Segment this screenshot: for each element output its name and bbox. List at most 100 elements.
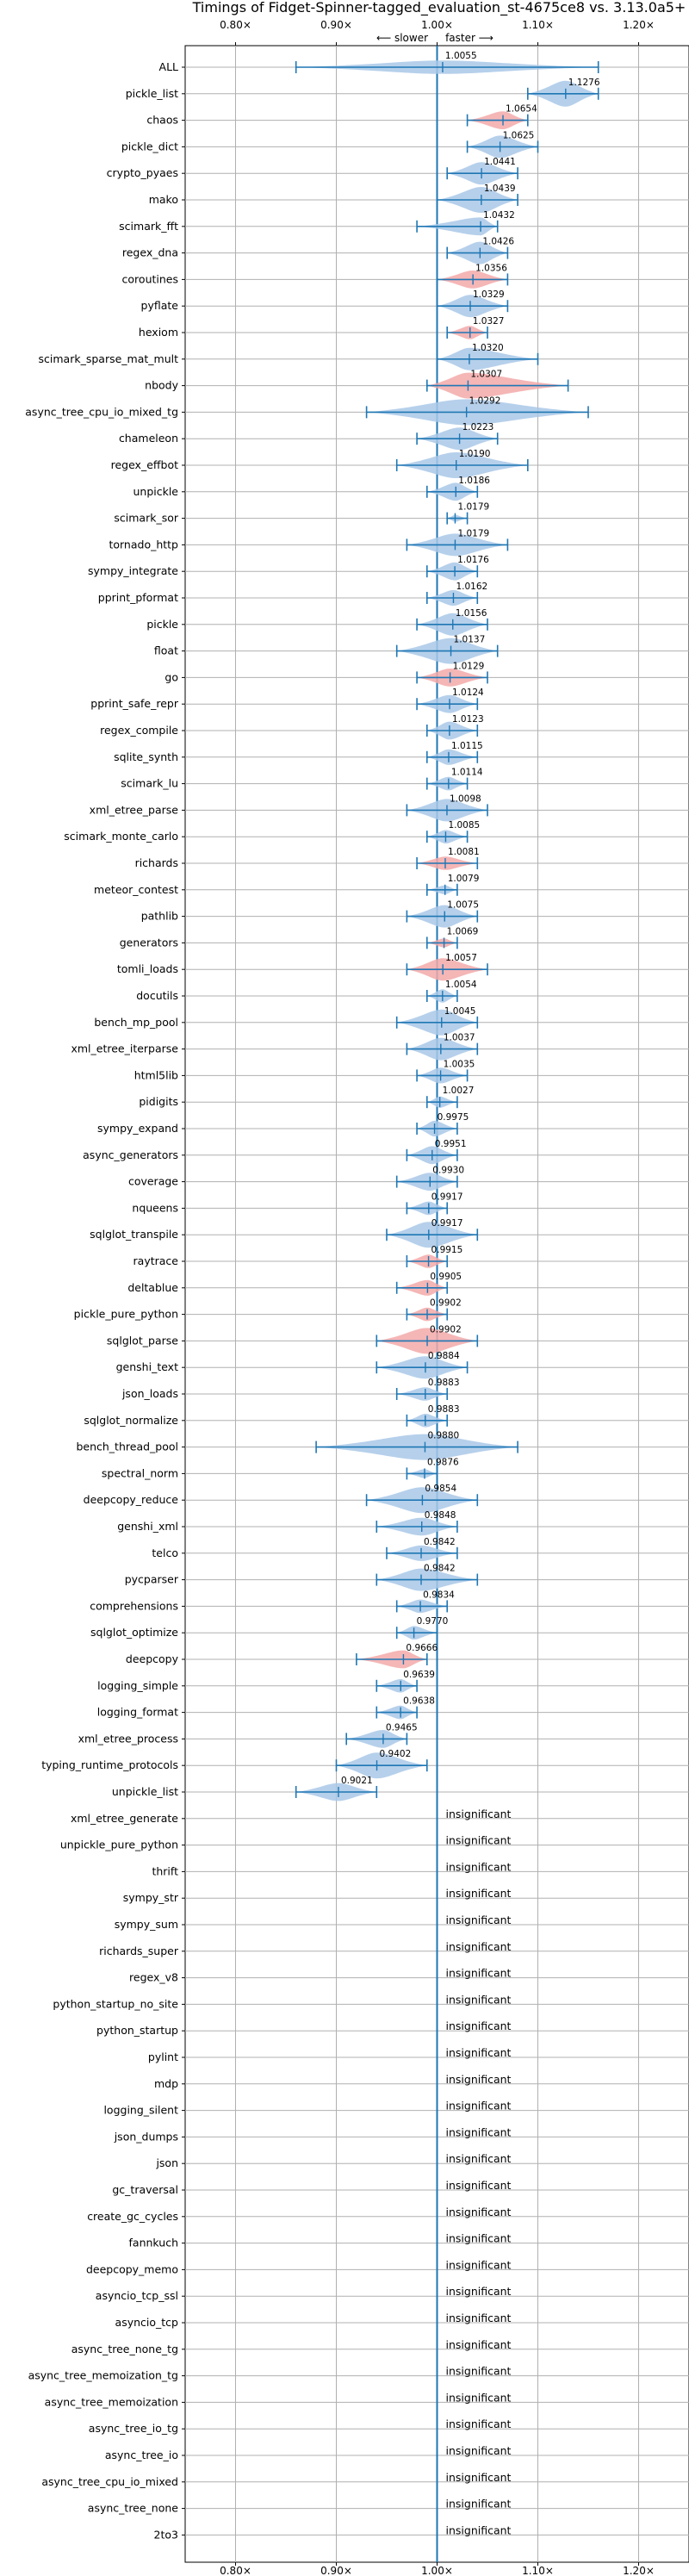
value-label: 0.9876: [427, 1457, 459, 1467]
x-tick-label-top: 1.10×: [522, 19, 554, 31]
benchmark-label: deepcopy: [126, 1652, 179, 1665]
benchmark-label: crypto_pyaes: [107, 166, 178, 179]
chart-title: Timings of Fidget-Spinner-tagged_evaluat…: [192, 0, 686, 16]
value-label: 0.9402: [380, 1749, 412, 1759]
insignificant-label: insignificant: [446, 2125, 512, 2138]
insignificant-label: insignificant: [446, 1913, 512, 1926]
benchmark-label: coverage: [128, 1175, 178, 1188]
insignificant-label: insignificant: [446, 1887, 512, 1900]
benchmark-label: unpickle_pure_python: [60, 1839, 178, 1851]
benchmark-label: xml_etree_parse: [90, 803, 179, 816]
benchmark-label: async_tree_none: [88, 2502, 179, 2515]
value-label: 1.0439: [484, 184, 516, 194]
benchmark-label: telco: [152, 1546, 178, 1559]
value-label: 0.9848: [425, 1510, 456, 1521]
value-label: 0.9880: [427, 1431, 459, 1441]
benchmark-label: pidigits: [139, 1095, 178, 1108]
value-label: 1.0055: [445, 51, 477, 61]
value-label: 0.9917: [431, 1218, 463, 1229]
benchmark-label: xml_etree_generate: [71, 1812, 178, 1825]
benchmark-label: pprint_pformat: [98, 591, 178, 604]
insignificant-label: insignificant: [446, 2152, 512, 2165]
value-label: 1.0057: [445, 953, 477, 963]
value-label: 1.0045: [444, 1006, 476, 1017]
x-tick-label-bottom: 0.90×: [320, 2565, 352, 2576]
value-label: 0.9905: [430, 1272, 462, 1282]
benchmark-label: pickle_pure_python: [74, 1308, 178, 1321]
value-label: 0.9975: [438, 1112, 469, 1123]
value-label: 1.0432: [483, 210, 515, 221]
value-label: 0.9770: [417, 1616, 449, 1627]
insignificant-label: insignificant: [446, 2046, 512, 2059]
benchmark-label: logging_silent: [103, 2104, 178, 2117]
benchmark-label: generators: [120, 936, 178, 949]
benchmark-label: hexiom: [139, 326, 178, 339]
value-label: 1.0307: [470, 370, 502, 380]
value-label: 0.9884: [428, 1351, 460, 1361]
value-label: 1.0054: [445, 980, 477, 990]
benchmark-label: typing_runtime_protocols: [41, 1758, 178, 1771]
benchmark-label: logging_format: [97, 1706, 178, 1719]
x-tick-label-bottom: 0.80×: [220, 2565, 251, 2576]
value-label: 0.9951: [435, 1139, 467, 1149]
insignificant-label: insignificant: [446, 1834, 512, 1847]
value-label: 1.0426: [482, 237, 514, 247]
benchmark-label: meteor_contest: [94, 883, 178, 896]
value-label: 0.9638: [403, 1696, 435, 1707]
benchmark-label: deepcopy_memo: [86, 2262, 178, 2275]
value-label: 1.0186: [458, 476, 490, 486]
benchmark-label: pycparser: [125, 1573, 179, 1586]
value-label: 1.0035: [444, 1059, 475, 1069]
benchmark-label: pprint_safe_repr: [90, 697, 179, 710]
insignificant-label: insignificant: [446, 2073, 512, 2086]
benchmark-label: float: [154, 644, 178, 657]
benchmark-label: genshi_text: [116, 1360, 178, 1373]
benchmark-label: unpickle: [133, 485, 178, 498]
value-label: 0.9930: [432, 1166, 464, 1176]
benchmark-label: sqlglot_optimize: [90, 1626, 178, 1639]
value-label: 1.0123: [452, 714, 484, 725]
benchmark-label: sympy_sum: [115, 1918, 178, 1931]
benchmark-label: create_gc_cycles: [87, 2210, 178, 2223]
benchmark-label: gc_traversal: [112, 2183, 178, 2196]
benchmark-label: go: [164, 670, 178, 683]
benchmark-label: deltablue: [127, 1281, 178, 1294]
insignificant-label: insignificant: [446, 2206, 512, 2218]
benchmark-label: async_tree_cpu_io_mixed: [41, 2475, 178, 2488]
benchmark-label: async_tree_none_tg: [71, 2343, 178, 2355]
value-label: 1.0114: [451, 768, 483, 778]
value-label: 1.0115: [451, 741, 483, 751]
value-label: 1.0069: [447, 926, 479, 936]
insignificant-label: insignificant: [446, 2179, 512, 2192]
benchmark-label: spectral_norm: [102, 1466, 178, 1479]
benchmark-label: pyflate: [141, 299, 179, 312]
value-label: 1.0098: [450, 793, 481, 804]
benchmark-label: async_tree_cpu_io_mixed_tg: [25, 405, 178, 418]
benchmark-label: mako: [149, 193, 178, 206]
value-label: 0.9834: [423, 1590, 455, 1600]
benchmark-label: xml_etree_iterparse: [71, 1042, 178, 1055]
benchmark-label: fannkuch: [129, 2237, 178, 2249]
benchmark-label: pickle_dict: [121, 140, 178, 152]
x-axis: 0.80× 0.80× 0.90× 0.90× 1.00× 1.00× 1.10× 1.10×…: [25, 19, 655, 2576]
benchmark-label: mdp: [154, 2077, 178, 2090]
benchmark-label: scimark_sparse_mat_mult: [39, 352, 179, 365]
benchmark-label: regex_compile: [100, 724, 178, 737]
insignificant-label: insignificant: [446, 2471, 512, 2484]
benchmark-label: async_tree_io: [105, 2448, 178, 2461]
benchmark-label: xml_etree_process: [78, 1732, 178, 1745]
benchmark-label: logging_simple: [97, 1679, 178, 1692]
benchmark-label: richards_super: [99, 1944, 179, 1957]
plot-marks: 1.0055 1.1276 1.0654 1.0625 1.0441 1.0439 1.04…: [295, 51, 600, 2536]
benchmark-label: nqueens: [132, 1201, 178, 1214]
value-label: 1.0179: [457, 502, 489, 513]
benchmark-label: sympy_expand: [97, 1122, 178, 1135]
benchmark-label: 2to3: [154, 2528, 178, 2541]
x-tick-label-top: 0.90×: [320, 19, 352, 31]
benchmark-label: json: [155, 2156, 178, 2169]
insignificant-label: insignificant: [446, 2365, 512, 2378]
benchmark-label: genshi_xml: [117, 1520, 178, 1533]
value-label: 0.9917: [431, 1192, 463, 1202]
benchmark-label: python_startup: [96, 2024, 178, 2037]
value-label: 1.0156: [456, 608, 487, 619]
